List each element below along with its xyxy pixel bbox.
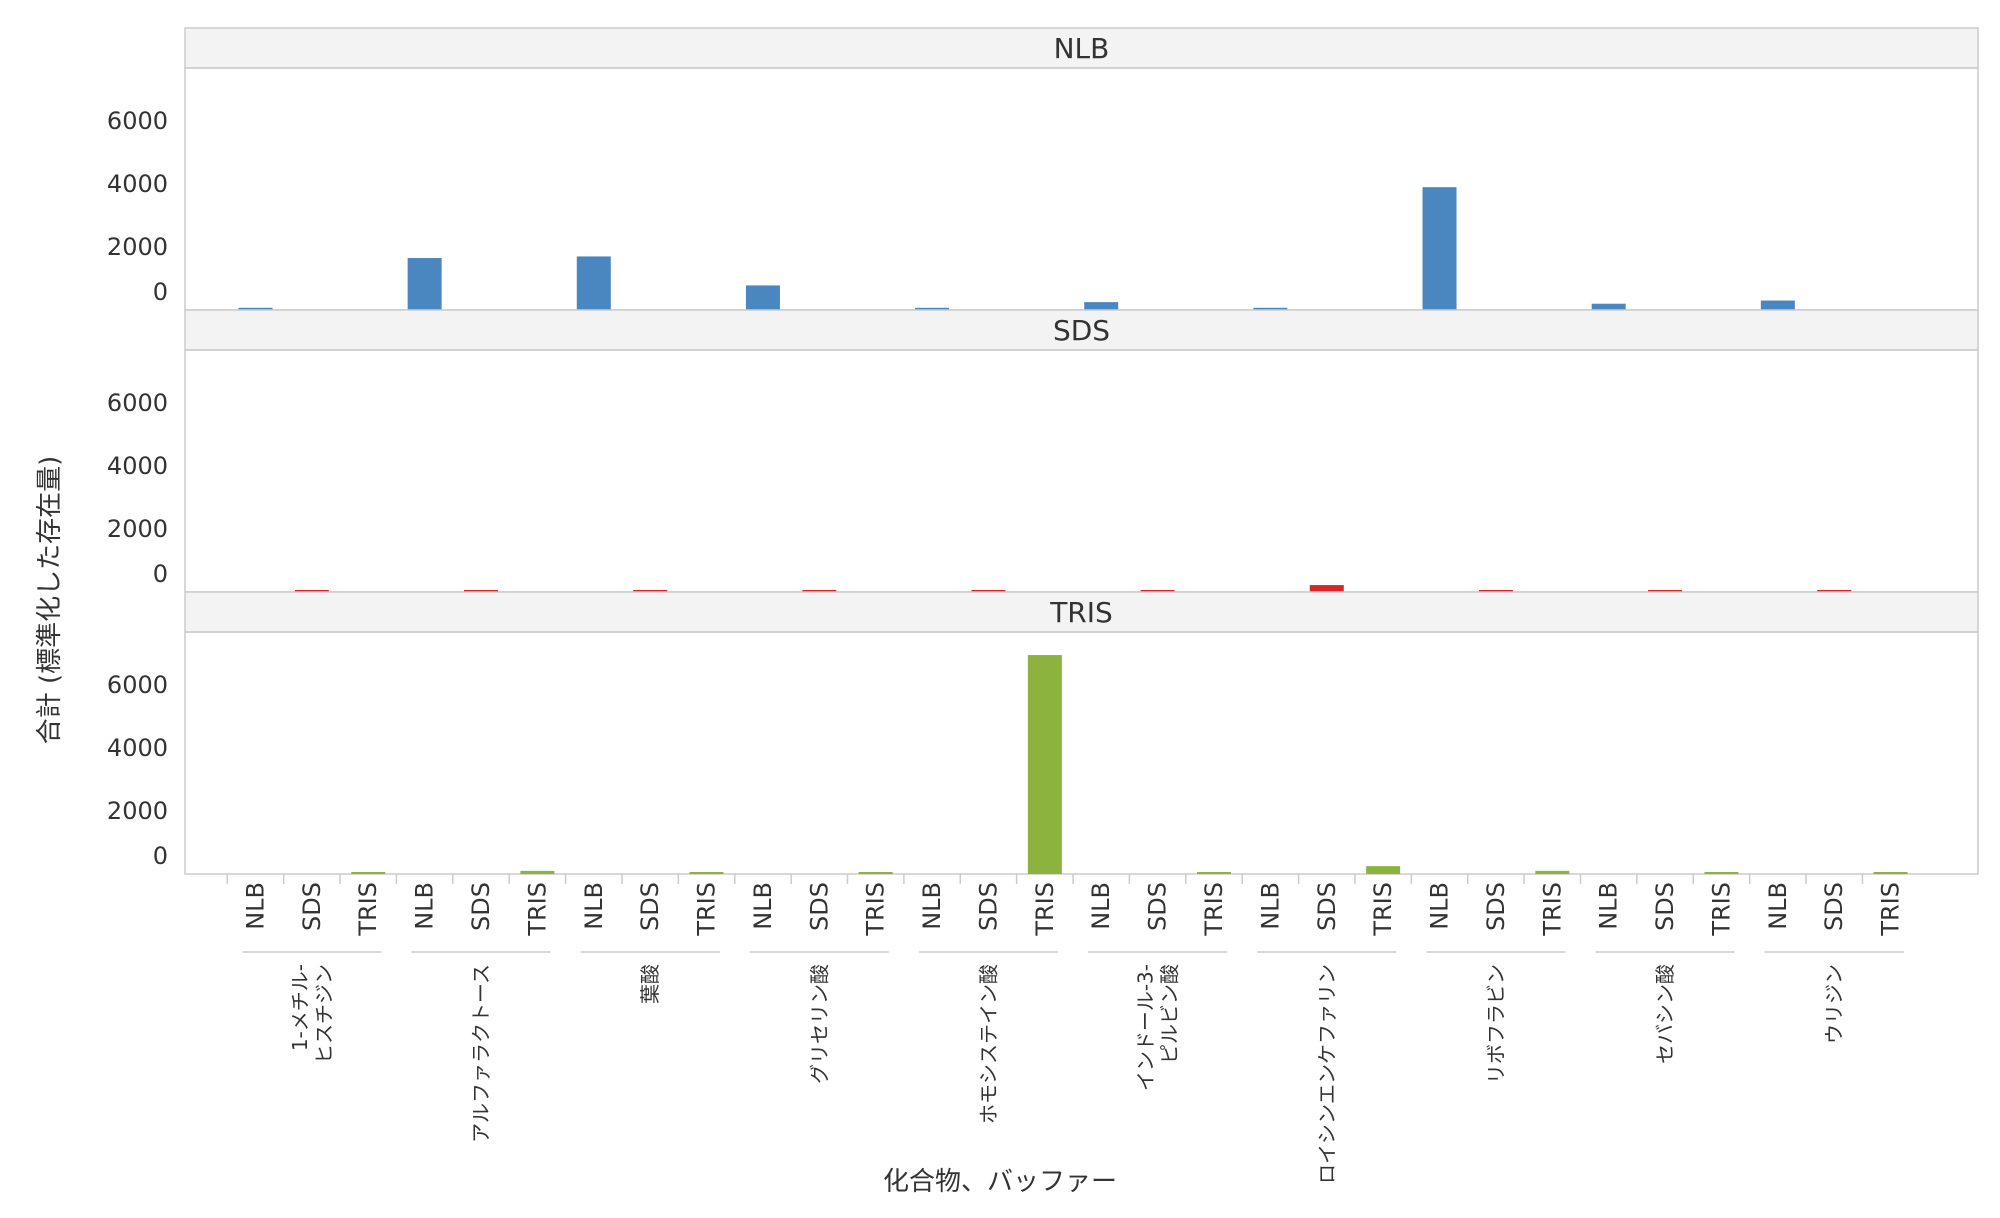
x-buffer-label: SDS (467, 882, 495, 931)
x-buffer-label: SDS (1820, 882, 1848, 931)
x-buffer-label: SDS (1144, 882, 1172, 931)
x-buffer-label: SDS (636, 882, 664, 931)
x-buffer-label: TRIS (1200, 882, 1228, 937)
x-compound-label: アルファラクトース (469, 964, 493, 1143)
x-compound-label: ロイシンエンケファリン (1315, 964, 1339, 1184)
bar-tris-7 (1535, 870, 1570, 874)
bar-tris-0 (351, 872, 386, 874)
bar-tris-2 (689, 872, 724, 874)
y-tick-label: 2000 (107, 233, 168, 261)
y-tick-label: 4000 (107, 170, 168, 198)
bar-sds-2 (633, 590, 668, 592)
x-compound-label: ウリジン (1822, 964, 1846, 1044)
y-tick-label: 2000 (107, 797, 168, 825)
bar-sds-6 (1309, 585, 1344, 592)
x-buffer-label: TRIS (693, 882, 721, 937)
x-buffer-label: NLB (580, 882, 608, 930)
y-tick-label: 0 (153, 560, 168, 588)
y-axis-title: 合計 (標準化した存在量) (35, 456, 65, 745)
x-buffer-label: NLB (1426, 882, 1454, 930)
bar-tris-5 (1197, 872, 1232, 874)
y-tick-label: 6000 (107, 107, 168, 135)
y-tick-label: 0 (153, 278, 168, 306)
bar-nlb-7 (1422, 187, 1457, 310)
bar-nlb-2 (576, 256, 611, 310)
x-buffer-label: TRIS (862, 882, 890, 937)
x-buffer-label: TRIS (354, 882, 382, 937)
panel-frame-0 (184, 67, 1979, 311)
x-buffer-label: TRIS (1031, 882, 1059, 937)
y-tick-label: 6000 (107, 671, 168, 699)
bar-sds-5 (1140, 590, 1175, 592)
x-buffer-label: SDS (1313, 882, 1341, 931)
x-buffer-label: NLB (411, 882, 439, 930)
y-tick-label: 6000 (107, 389, 168, 417)
x-buffer-label: SDS (974, 882, 1002, 931)
x-buffer-label: TRIS (1707, 882, 1735, 937)
x-buffer-label: SDS (298, 882, 326, 931)
x-compound-label: 葉酸 (638, 964, 662, 1004)
bar-nlb-8 (1591, 303, 1626, 310)
x-buffer-label: SDS (805, 882, 833, 931)
x-buffer-label: TRIS (1369, 882, 1397, 937)
x-buffer-label: NLB (918, 882, 946, 930)
x-buffer-label: NLB (1595, 882, 1623, 930)
bar-tris-9 (1873, 872, 1908, 874)
x-buffer-label: NLB (1087, 882, 1115, 930)
panel-frame-2 (184, 631, 1979, 875)
x-compound-label: セバシン酸 (1653, 964, 1677, 1064)
bar-tris-4 (1027, 655, 1062, 874)
bar-sds-9 (1817, 590, 1852, 592)
x-buffer-label: NLB (241, 882, 269, 930)
panel-header-0 (184, 27, 1979, 69)
panel-header-2 (184, 591, 1979, 633)
bar-sds-4 (971, 590, 1006, 592)
y-tick-label: 4000 (107, 452, 168, 480)
x-buffer-label: NLB (1764, 882, 1792, 930)
bar-nlb-3 (745, 285, 780, 310)
bar-sds-1 (464, 590, 499, 592)
panel-title-2: TRIS (1049, 596, 1113, 629)
bar-tris-3 (858, 872, 893, 874)
x-compound-label: グリセリン酸 (807, 964, 831, 1084)
x-compound-label: リボフラビン (1484, 964, 1508, 1084)
x-buffer-label: TRIS (523, 882, 551, 937)
bar-tris-6 (1366, 866, 1401, 874)
x-buffer-label: NLB (749, 882, 777, 930)
bar-nlb-5 (1084, 302, 1119, 310)
bar-sds-8 (1648, 590, 1683, 592)
panel-title-0: NLB (1054, 32, 1110, 65)
y-tick-label: 0 (153, 842, 168, 870)
panel-header-1 (184, 309, 1979, 351)
bar-nlb-9 (1760, 300, 1795, 310)
bar-nlb-0 (238, 307, 273, 310)
bar-sds-7 (1478, 590, 1513, 592)
x-buffer-label: SDS (1651, 882, 1679, 931)
x-buffer-label: SDS (1482, 882, 1510, 931)
x-compound-label: ホモシステイン酸 (976, 964, 1000, 1124)
y-tick-label: 2000 (107, 515, 168, 543)
panel-title-1: SDS (1053, 314, 1110, 347)
x-buffer-label: TRIS (1877, 882, 1905, 937)
bar-sds-3 (802, 590, 837, 592)
bar-nlb-4 (915, 307, 950, 310)
bar-tris-1 (520, 870, 555, 874)
x-compound-label: 1-メチル- (288, 964, 312, 1051)
x-compound-label: ヒスチジン (312, 964, 336, 1064)
panel-frame-1 (184, 349, 1979, 593)
x-buffer-label: TRIS (1538, 882, 1566, 937)
x-buffer-label: NLB (1256, 882, 1284, 930)
x-axis-title: 化合物、バッファー (883, 1167, 1117, 1197)
bar-sds-0 (294, 590, 329, 592)
bar-nlb-6 (1253, 307, 1288, 310)
bar-nlb-1 (407, 258, 442, 310)
y-tick-label: 4000 (107, 734, 168, 762)
x-compound-label: ピルビン酸 (1158, 964, 1182, 1064)
x-compound-label: インドール-3- (1134, 964, 1158, 1091)
bar-tris-8 (1704, 872, 1739, 874)
